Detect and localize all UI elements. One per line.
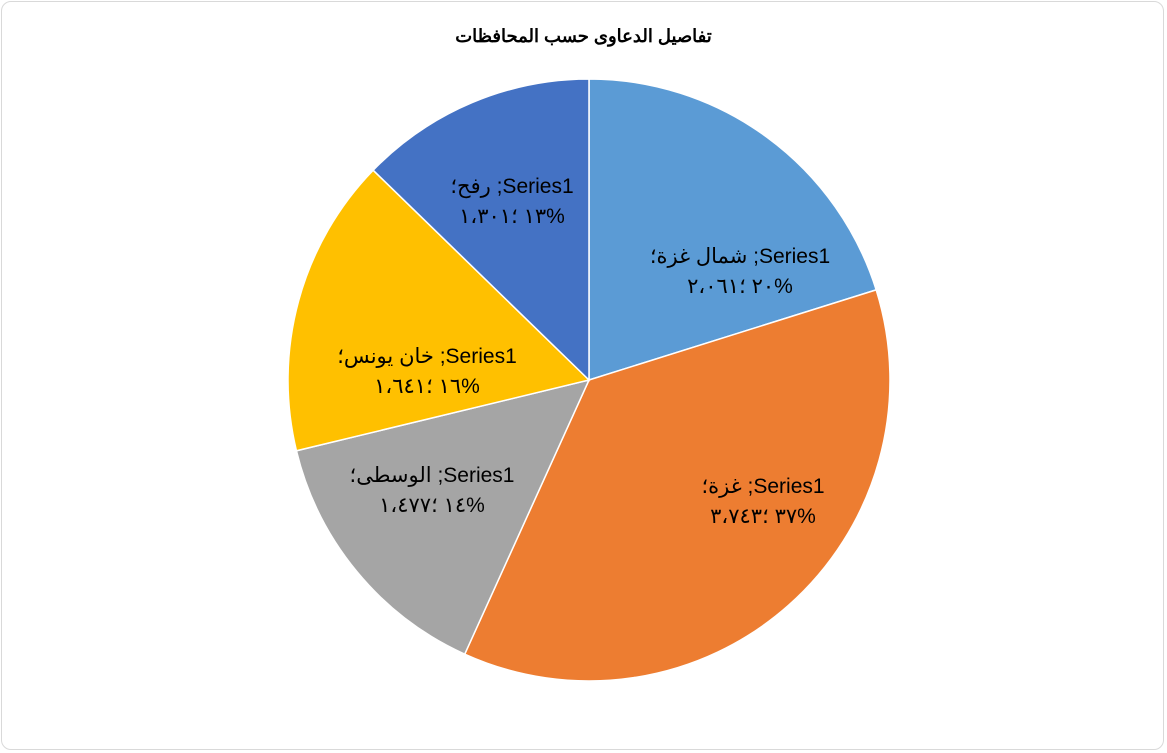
pie-slice-5 bbox=[372, 78, 590, 382]
slice-label-2-line2: ٣٧ ؛٣،٧٤٣% bbox=[710, 505, 816, 528]
slice-label-4-line1: خان يونس؛ ;Series1 bbox=[337, 345, 517, 368]
chart-title: تفاصيل الدعاوى حسب المحافظات bbox=[455, 26, 712, 46]
slice-label-3-line1: الوسطى؛ ;Series1 bbox=[350, 464, 515, 487]
pie-slice-1 bbox=[588, 78, 878, 382]
slice-label-5-line2: ١٣ ؛١،٣٠١% bbox=[459, 205, 565, 228]
slice-label-2-line1: غزة؛ ;Series1 bbox=[701, 475, 824, 498]
slice-label-3-line2: ١٤ ؛١،٤٧٧% bbox=[379, 494, 485, 517]
slice-label-5-line1: رفح؛ ;Series1 bbox=[450, 175, 573, 198]
pie-slice-4 bbox=[287, 169, 591, 452]
pie-slice-3 bbox=[295, 378, 591, 656]
pie-slices bbox=[287, 78, 891, 682]
slice-label-1-line2: ٢٠ ؛٢،٠٦١% bbox=[687, 275, 793, 298]
slice-label-1-line1: شمال غزة؛ ;Series1 bbox=[650, 245, 830, 268]
pie-labels: شمال غزة؛ ;Series1 ٢٠ ؛٢،٠٦١% غزة؛ ;Series… bbox=[337, 175, 830, 528]
pie-slice-2 bbox=[463, 288, 891, 682]
slice-label-4-line2: ١٦ ؛١،٦٤١% bbox=[374, 375, 480, 398]
